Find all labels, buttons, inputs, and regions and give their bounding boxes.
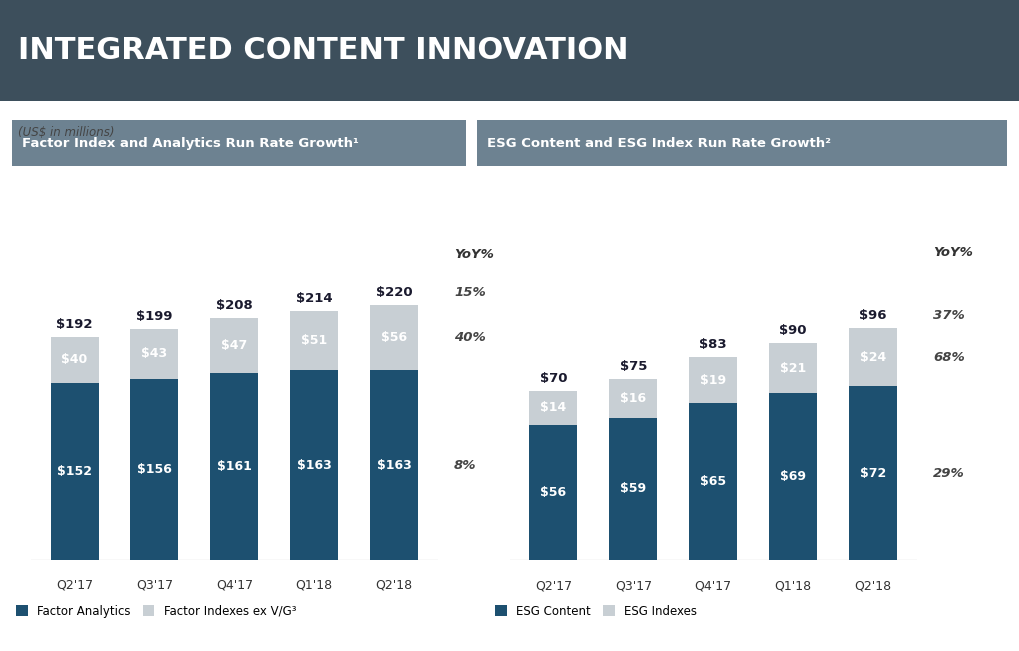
Bar (530, 391, 578, 425)
Text: $40: $40 (61, 353, 88, 367)
Text: $47: $47 (221, 339, 248, 352)
Text: Q3'17: Q3'17 (614, 579, 652, 592)
Text: $96: $96 (859, 309, 887, 322)
Text: $156: $156 (137, 463, 172, 476)
Text: INTEGRATED CONTENT INNOVATION: INTEGRATED CONTENT INNOVATION (18, 36, 629, 65)
Text: $161: $161 (217, 460, 252, 473)
Text: 40%: 40% (454, 331, 486, 344)
Text: $75: $75 (620, 360, 647, 373)
Bar (609, 379, 657, 417)
Text: $70: $70 (540, 372, 568, 385)
Bar (689, 403, 738, 560)
Text: (US$ in millions): (US$ in millions) (18, 126, 115, 139)
Text: $51: $51 (302, 334, 327, 347)
Text: $220: $220 (376, 286, 413, 299)
Text: $72: $72 (860, 467, 887, 480)
Text: $90: $90 (780, 324, 807, 337)
Bar (849, 386, 897, 560)
Bar (210, 372, 259, 560)
Text: $24: $24 (860, 351, 887, 364)
Text: Q4'17: Q4'17 (695, 579, 732, 592)
Text: $16: $16 (621, 392, 646, 405)
Text: $192: $192 (56, 318, 93, 331)
Bar (290, 311, 338, 370)
Text: $152: $152 (57, 465, 92, 478)
Text: $163: $163 (297, 458, 331, 471)
Text: $14: $14 (540, 402, 567, 415)
Bar (849, 328, 897, 386)
Bar (689, 357, 738, 403)
Text: $59: $59 (621, 482, 646, 495)
Text: Q2'18: Q2'18 (376, 579, 413, 592)
Bar (370, 305, 418, 370)
Text: $69: $69 (781, 470, 806, 483)
Text: Q2'18: Q2'18 (855, 579, 892, 592)
Text: 37%: 37% (933, 309, 965, 322)
Text: $65: $65 (700, 475, 727, 488)
Text: $56: $56 (381, 331, 408, 344)
Bar (51, 337, 99, 383)
Text: 15%: 15% (454, 286, 486, 299)
Text: $214: $214 (296, 292, 332, 305)
Legend: ESG Content, ESG Indexes: ESG Content, ESG Indexes (495, 605, 697, 618)
Bar (769, 393, 817, 560)
Bar (769, 343, 817, 393)
Text: ESG Content and ESG Index Run Rate Growth²: ESG Content and ESG Index Run Rate Growt… (487, 137, 832, 150)
Text: Q3'17: Q3'17 (136, 579, 173, 592)
Text: 8%: 8% (454, 458, 477, 471)
Bar (51, 383, 99, 560)
Text: $19: $19 (700, 374, 727, 387)
Text: 29%: 29% (933, 467, 965, 480)
Bar (130, 378, 178, 560)
Text: Q4'17: Q4'17 (216, 579, 253, 592)
Bar (609, 417, 657, 560)
Text: Factor Index and Analytics Run Rate Growth¹: Factor Index and Analytics Run Rate Grow… (22, 137, 360, 150)
Text: Q1'18: Q1'18 (296, 579, 333, 592)
Text: $83: $83 (699, 339, 728, 352)
Legend: Factor Analytics, Factor Indexes ex V/G³: Factor Analytics, Factor Indexes ex V/G³ (16, 605, 297, 618)
Text: 68%: 68% (933, 351, 965, 364)
Text: YoY%: YoY% (933, 247, 973, 259)
Bar (290, 370, 338, 560)
Text: $43: $43 (142, 347, 167, 360)
Text: $208: $208 (216, 299, 253, 312)
Bar (130, 329, 178, 378)
Text: $163: $163 (377, 458, 412, 471)
Text: $199: $199 (137, 310, 172, 323)
Text: YoY%: YoY% (454, 248, 494, 261)
Text: $56: $56 (540, 486, 567, 499)
Text: Q2'17: Q2'17 (56, 579, 93, 592)
Bar (370, 370, 418, 560)
Text: Q2'17: Q2'17 (535, 579, 572, 592)
Text: $21: $21 (781, 362, 806, 375)
Bar (530, 425, 578, 560)
Text: Q1'18: Q1'18 (774, 579, 812, 592)
Bar (210, 318, 259, 372)
